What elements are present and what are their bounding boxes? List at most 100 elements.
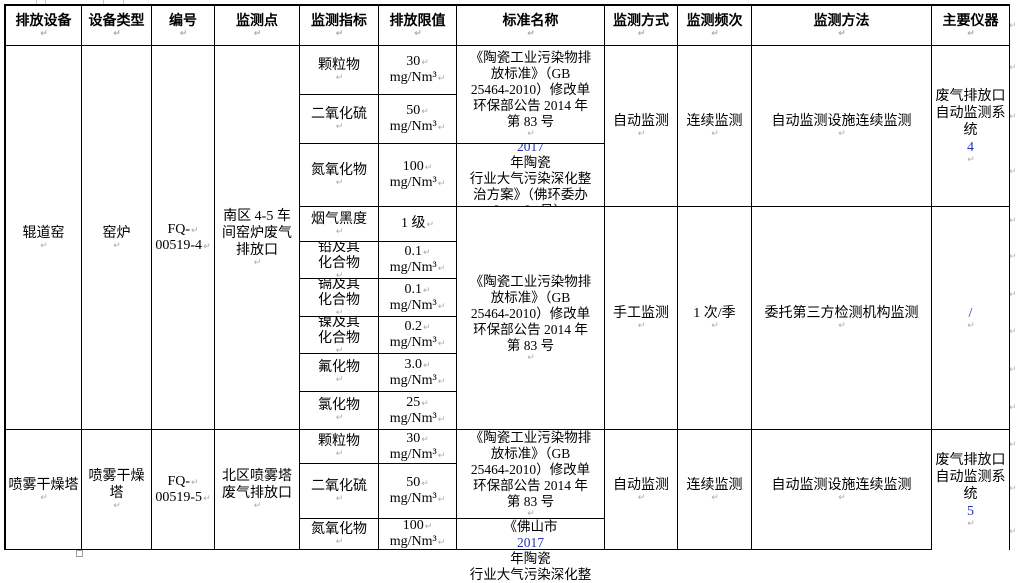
limit-cell: 50↵ mg/Nm³↵ [379,464,457,519]
end-of-row-mark: ↵ [1009,327,1017,337]
indicator-cell: 二氧化硫 ↵ [300,464,379,519]
end-of-row-mark: ↵ [1009,63,1017,73]
indicator-cell: 氮氧化物 ↵ [300,519,379,550]
limit-cell: 0.2↵ mg/Nm³↵ [379,317,457,354]
end-of-row-mark: ↵ [1009,365,1017,375]
limit-unit: mg/Nm³↵ [389,119,446,134]
indicator-cell: 颗粒物 ↵ [300,46,379,95]
indicator-cell: 氟化物 ↵ [300,354,379,392]
end-of-row-mark: ↵ [1009,403,1017,413]
end-of-table-artifact [76,550,83,557]
limit-cell: 0.1↵ mg/Nm³↵ [379,242,457,279]
monitoring-table: 排放设备 ↵ 设备类型 ↵ 编号 ↵ 监测点 ↵ 监测指标 ↵ 排放限值 ↵ 标准名称 ↵ 监… [4,4,1010,582]
indicator-cell: 镍及其 化合物 ↵ [300,317,379,354]
limit-value: 0.1↵ [404,244,431,259]
standard-cell: 《陶瓷工业污染物排 放标准》（GB 25464-2010）修改单 环保部公告 2… [457,207,605,430]
code-line: 00519-5↵ [155,489,211,505]
document-page: { "meta": { "paragraph_mark": "↵", "acce… [4,0,1017,582]
code-cell: FQ-↵ 00519-5↵ [152,430,215,550]
indicator-cell: 镉及其 化合物 ↵ [300,279,379,317]
limit-value: 50↵ [406,475,429,490]
end-of-row-mark: ↵ [1009,167,1017,177]
method-cell: 自动监测设施连续监测 ↵ [752,46,932,207]
limit-value: 0.1↵ [404,281,431,297]
frequency-cell: 连续监测 ↵ [678,430,752,550]
limit-value: 30↵ [406,54,429,69]
monitoring-point-cell: 南区 4-5 车间窑炉废气排放口 ↵ [215,46,300,430]
limit-cell: 25↵ mg/Nm³↵ [379,392,457,430]
indicator-cell: 氯化物 ↵ [300,392,379,430]
limit-unit: mg/Nm³↵ [389,335,446,350]
col-header-method: 监测方法 ↵ [752,6,932,46]
limit-cell: 1 级↵ [379,207,457,242]
end-of-row-mark: ↵ [1009,527,1017,537]
limit-cell: 30↵ mg/Nm³↵ [379,430,457,464]
indicator-cell: 二氧化硫 ↵ [300,95,379,144]
limit-unit: mg/Nm³↵ [389,175,446,190]
end-of-row-mark: ↵ [1009,290,1017,300]
col-header-indicator: 监测指标 ↵ [300,6,379,46]
limit-cell: 100↵ mg/Nm³↵ [379,519,457,550]
standard-cell: 《陶瓷工业污染物排 放标准》（GB 25464-2010）修改单 环保部公告 2… [457,430,605,519]
limit-unit: mg/Nm³↵ [389,260,446,275]
end-of-row-mark: ↵ [1009,440,1017,450]
end-of-row-mark: ↵ [1009,112,1017,122]
col-header-monitoring-point: 监测点 ↵ [215,6,300,46]
limit-value: 50↵ [406,103,429,118]
indicator-cell: 氮氧化物 ↵ [300,144,379,207]
limit-value: 3.0↵ [404,356,431,372]
instrument-cell: 废气排放口自动监测系统 4 ↵ [932,46,1009,207]
limit-value: 30↵ [406,430,429,446]
frequency-cell: 1 次/季 ↵ [678,207,752,430]
end-of-row-mark: ↵ [1009,252,1017,262]
col-header-equipment-type: 设备类型 ↵ [82,6,152,46]
limit-unit: mg/Nm³↵ [389,410,446,426]
mode-cell: 自动监测 ↵ [605,430,678,550]
instrument-cell: / ↵ [932,207,1009,430]
end-of-row-mark: ↵ [1009,21,1017,31]
device-cell: 喷雾干燥塔 ↵ [6,430,82,550]
code-cell: FQ-↵ 00519-4↵ [152,46,215,430]
col-header-monitoring-mode: 监测方式 ↵ [605,6,678,46]
device-cell: 辊道窑 ↵ [6,46,82,430]
method-cell: 自动监测设施连续监测 ↵ [752,430,932,550]
col-header-code: 编号 ↵ [152,6,215,46]
limit-value: 1 级↵ [400,216,435,231]
end-of-row-mark: ↵ [1009,484,1017,494]
device-type-cell: 窑炉 ↵ [82,46,152,430]
limit-cell: 3.0↵ mg/Nm³↵ [379,354,457,392]
limit-value: 100↵ [402,159,433,174]
code-line: 00519-4↵ [155,237,211,253]
limit-cell: 100↵ mg/Nm³↵ [379,144,457,207]
mode-cell: 自动监测 ↵ [605,46,678,207]
limit-unit: mg/Nm³↵ [389,534,446,549]
limit-cell: 50↵ mg/Nm³↵ [379,95,457,144]
limit-cell: 0.1↵ mg/Nm³↵ [379,279,457,317]
col-header-frequency: 监测频次 ↵ [678,6,752,46]
standard-cell: 《佛山市 2017 年陶瓷 行业大气污染深化整 [457,519,605,582]
indicator-cell: 烟气黑度 ↵ [300,207,379,242]
col-header-emission-limit: 排放限值 ↵ [379,6,457,46]
limit-value: 25↵ [406,394,429,410]
col-header-standard-name: 标准名称 ↵ [457,6,605,46]
mode-cell: 手工监测 ↵ [605,207,678,430]
frequency-cell: 连续监测 ↵ [678,46,752,207]
standard-cell: 《陶瓷工业污染物排 放标准》（GB 25464-2010）修改单 环保部公告 2… [457,46,605,144]
col-header-emission-equipment: 排放设备 ↵ [6,6,82,46]
limit-value: 0.2↵ [404,319,431,334]
limit-cell: 30↵ mg/Nm³↵ [379,46,457,95]
code-line: FQ-↵ [167,221,199,237]
indicator-cell: 颗粒物 ↵ [300,430,379,464]
instrument-cell: 废气排放口自动监测系统 5 ↵ [935,452,1006,529]
limit-unit: mg/Nm³↵ [389,446,446,462]
limit-unit: mg/Nm³↵ [389,372,446,388]
col-header-main-instrument: 主要仪器 ↵ [932,6,1009,46]
end-of-row-mark: ↵ [1009,216,1017,226]
method-cell: 委托第三方检测机构监测 ↵ [752,207,932,430]
device-type-cell: 喷雾干燥塔 ↵ [82,430,152,550]
monitoring-point-cell: 北区喷雾塔废气排放口 ↵ [215,430,300,550]
limit-unit: mg/Nm³↵ [389,297,446,313]
limit-value: 100↵ [402,519,433,533]
limit-unit: mg/Nm³↵ [389,491,446,506]
